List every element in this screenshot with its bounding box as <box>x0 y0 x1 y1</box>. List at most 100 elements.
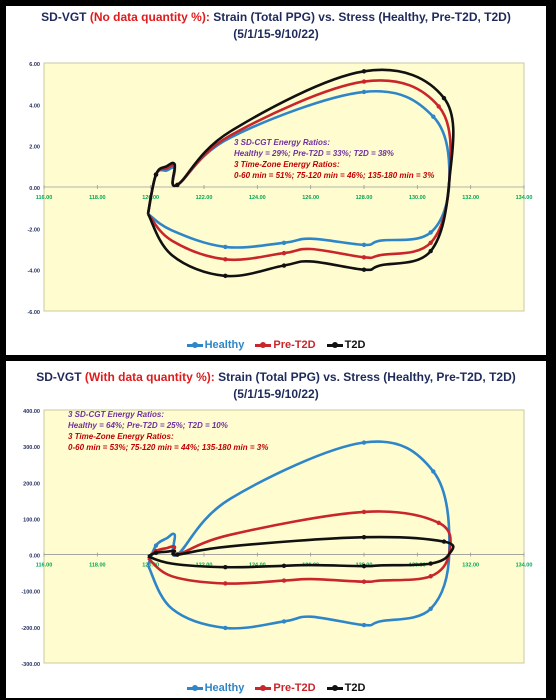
x-tick-label: 134.00 <box>516 195 533 201</box>
legend-t2d: T2D <box>326 682 365 694</box>
legend-t2d: T2D <box>326 339 365 351</box>
title-red-part: (No data quantity %): <box>89 10 210 24</box>
x-tick-label: 118.00 <box>89 195 106 201</box>
data-point-healthy <box>431 469 436 474</box>
x-tick-label: 134.00 <box>516 563 533 569</box>
y-tick-label: 2.00 <box>29 145 40 151</box>
data-point-pre-t2d <box>361 255 367 260</box>
y-tick-label: -200.00 <box>21 626 40 632</box>
data-point-healthy <box>153 543 159 548</box>
legend-healthy: Healthy <box>186 682 244 694</box>
series-line-healthy <box>146 440 451 630</box>
data-point-t2d <box>428 561 433 566</box>
data-point-t2d <box>361 69 367 74</box>
annotation-line-2: 0-60 min = 51%; 75-120 min = 46%; 135-18… <box>234 171 435 180</box>
data-point-healthy <box>428 606 433 611</box>
x-tick-label: 116.00 <box>36 195 53 201</box>
chart-plot-top: 6.00 4.00 2.00 0.00 -2.00 -4.00 -6.00 116.00 118… <box>27 62 533 316</box>
y-tick-label: -6.00 <box>27 310 40 316</box>
data-point-t2d <box>153 172 159 177</box>
chart-legend: Healthy Pre-T2D T2D <box>6 682 546 694</box>
chart-panel-with-quantity: SD-VGT (With data quantity %): Strain (T… <box>6 361 546 698</box>
x-tick-label: 126.00 <box>302 195 319 201</box>
y-tick-label: -100.00 <box>21 590 40 596</box>
data-point-t2d <box>281 263 287 268</box>
data-point-healthy <box>281 240 287 245</box>
y-tick-label: 200.00 <box>23 481 40 487</box>
title-rest: Strain (Total PPG) vs. Stress (Healthy, … <box>213 10 511 24</box>
chart-plot-bottom: 400.00 300.00 200.00 100.00 0.00 -100.00 -200.… <box>21 409 533 668</box>
y-tick-label: 0.00 <box>29 554 40 560</box>
data-point-pre-t2d <box>281 250 287 256</box>
data-point-t2d <box>223 273 228 279</box>
series-line-pre-t2d <box>147 510 452 585</box>
annotation-heading-2: 3 Time-Zone Energy Ratios: <box>234 160 340 169</box>
data-point-healthy <box>428 230 433 235</box>
legend-pre-t2d: Pre-T2D <box>255 682 316 694</box>
title-rest: Strain (Total PPG) vs. Stress (Healthy, … <box>218 370 516 384</box>
data-point-t2d <box>153 550 159 555</box>
title-red-part: (With data quantity %): <box>84 370 215 384</box>
data-point-pre-t2d <box>436 520 441 525</box>
data-point-t2d <box>281 563 287 568</box>
title-prefix: SD-VGT <box>36 370 82 384</box>
data-point-pre-t2d <box>361 579 367 584</box>
y-tick-label: 0.00 <box>29 186 40 192</box>
x-tick-label: 122.00 <box>196 195 213 201</box>
data-point-pre-t2d <box>281 578 287 583</box>
data-point-pre-t2d <box>361 79 367 84</box>
data-point-t2d <box>223 565 228 570</box>
data-point-healthy <box>431 114 436 119</box>
data-point-t2d <box>428 248 433 254</box>
y-tick-label: 100.00 <box>23 517 40 523</box>
data-point-t2d <box>175 552 180 557</box>
x-tick-label: 124.00 <box>249 195 266 201</box>
data-point-t2d <box>441 95 447 101</box>
legend-healthy: Healthy <box>186 339 244 351</box>
y-tick-label: 400.00 <box>23 409 40 415</box>
data-point-healthy <box>361 242 367 248</box>
x-tick-label: 116.00 <box>36 563 53 569</box>
y-tick-label: -300.00 <box>21 662 40 668</box>
data-point-healthy <box>361 89 367 95</box>
data-point-t2d <box>441 539 447 544</box>
x-tick-label: 118.00 <box>89 563 106 569</box>
x-tick-label: 120.00 <box>142 563 159 569</box>
data-point-healthy <box>361 622 367 628</box>
legend-pre-t2d: Pre-T2D <box>255 339 316 351</box>
series-line-t2d <box>146 68 455 278</box>
y-tick-label: 300.00 <box>23 445 40 451</box>
x-tick-label: 130.00 <box>409 195 426 201</box>
data-point-pre-t2d <box>436 104 441 109</box>
y-tick-label: 4.00 <box>29 103 40 109</box>
data-point-t2d <box>361 267 367 272</box>
data-point-pre-t2d <box>428 574 433 579</box>
data-point-t2d <box>361 535 367 540</box>
annotation-heading-1: 3 SD-CGT Energy Ratios: <box>234 138 331 147</box>
data-point-t2d <box>361 563 367 569</box>
x-tick-label: 132.00 <box>462 195 479 201</box>
title-prefix: SD-VGT <box>41 10 87 24</box>
annotation-heading-1: 3 SD-CGT Energy Ratios: <box>68 410 165 419</box>
data-point-pre-t2d <box>223 581 228 586</box>
x-tick-label: 128.00 <box>356 195 373 201</box>
data-point-healthy <box>361 440 367 445</box>
series-line-t2d <box>147 535 455 569</box>
chart-subtitle: (5/1/15-9/10/22) <box>233 27 319 41</box>
data-point-pre-t2d <box>428 240 433 245</box>
y-tick-label: -2.00 <box>27 227 40 233</box>
data-point-t2d <box>175 182 180 188</box>
chart-subtitle: (5/1/15-9/10/22) <box>233 387 319 401</box>
annotation-line-1: Healthy = 29%; Pre-T2D = 33%; T2D = 38% <box>234 149 394 158</box>
chart-legend: Healthy Pre-T2D T2D <box>6 339 546 351</box>
chart-title: SD-VGT (No data quantity %): Strain (Tot… <box>6 10 546 24</box>
data-point-pre-t2d <box>361 509 367 515</box>
chart-title: SD-VGT (With data quantity %): Strain (T… <box>6 370 546 384</box>
y-tick-label: 6.00 <box>29 62 40 68</box>
x-tick-label: 132.00 <box>462 563 479 569</box>
data-point-healthy <box>281 619 287 624</box>
annotation-line-2: 0-60 min = 53%; 75-120 min = 44%; 135-18… <box>68 443 269 452</box>
annotation-heading-2: 3 Time-Zone Energy Ratios: <box>68 432 174 441</box>
chart-panel-no-quantity: SD-VGT (No data quantity %): Strain (Tot… <box>6 6 546 355</box>
annotation-line-1: Healthy = 64%; Pre-T2D = 25%; T2D = 10% <box>68 421 228 430</box>
